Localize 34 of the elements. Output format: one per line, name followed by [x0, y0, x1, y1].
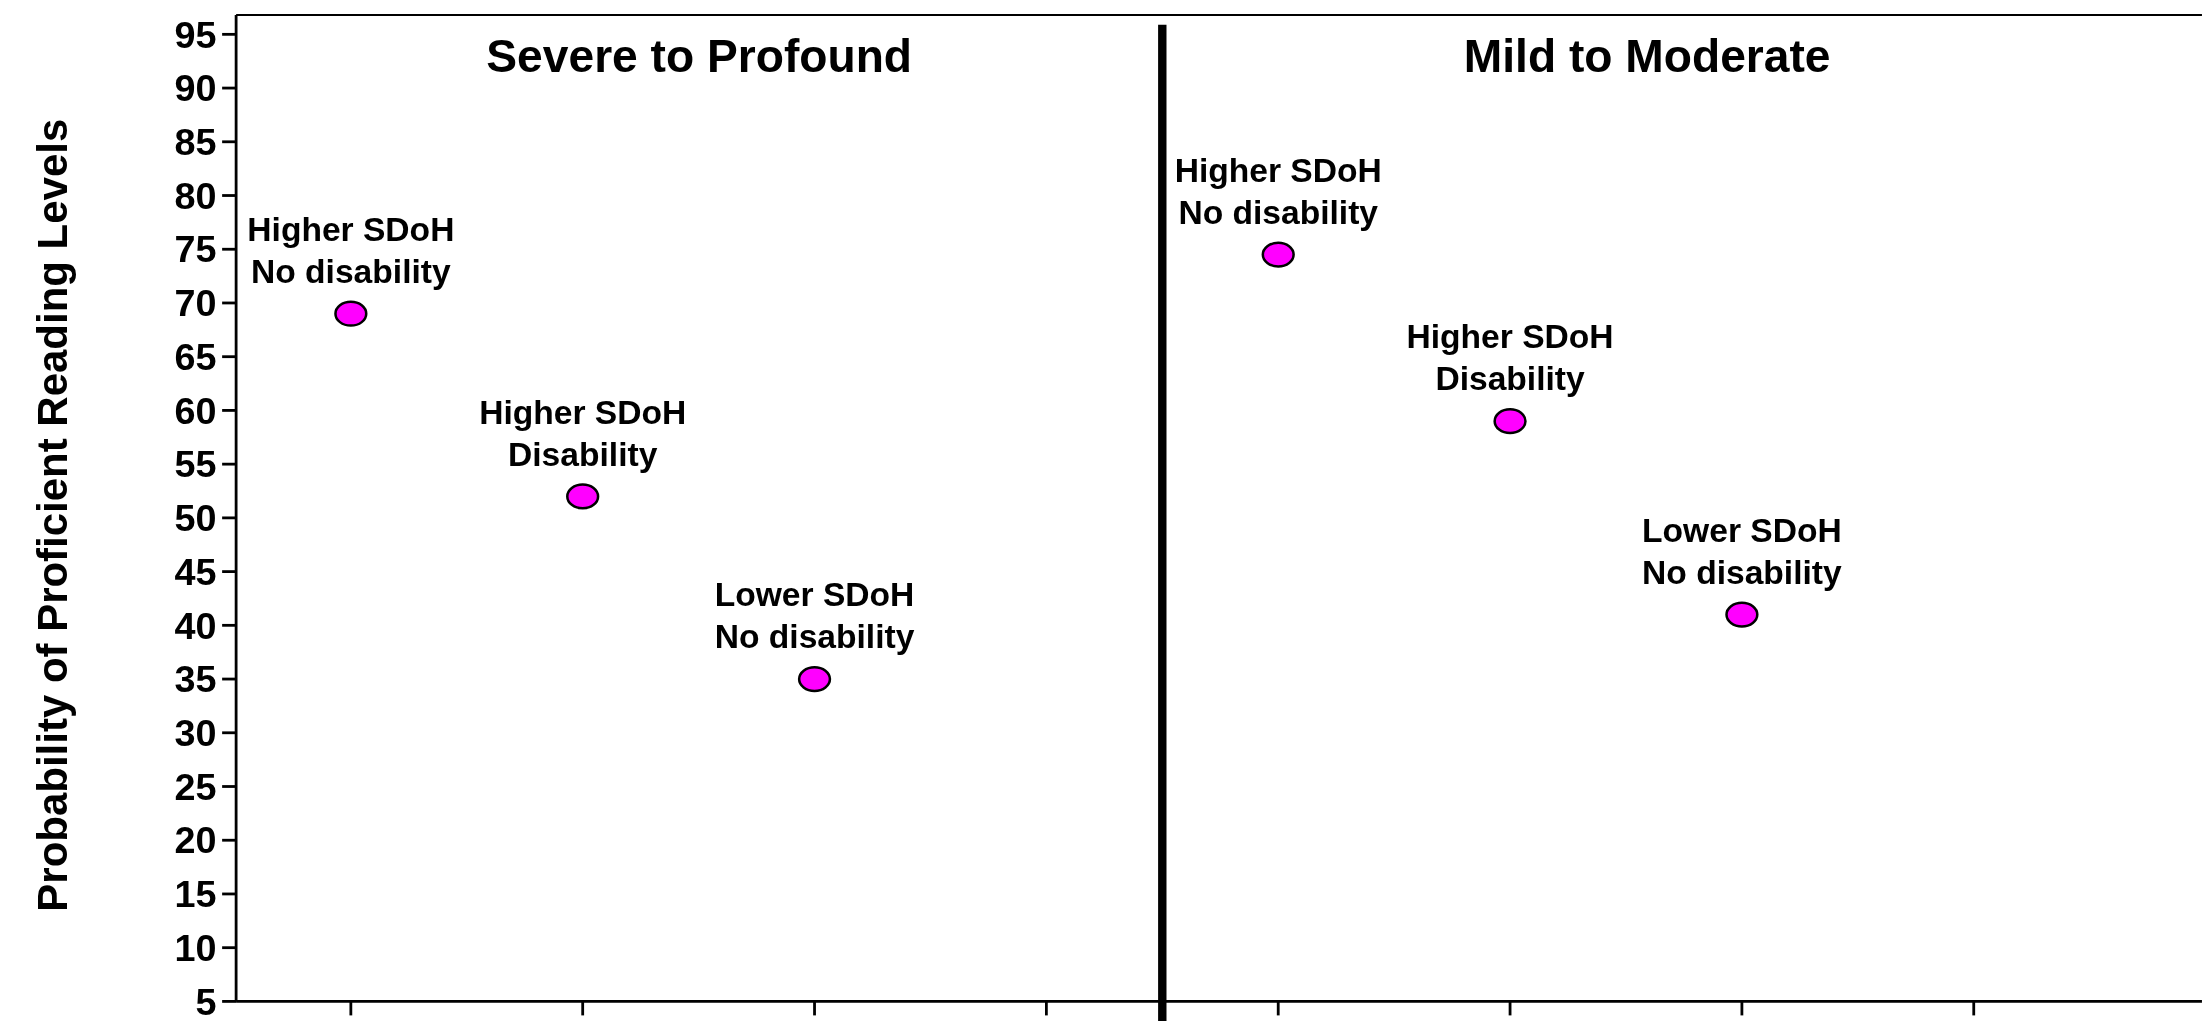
- y-tick-label: 40: [174, 604, 217, 647]
- y-tick-label: 20: [174, 819, 217, 862]
- annotation: Severe to Profound: [486, 30, 913, 83]
- y-tick-label: 95: [174, 13, 217, 56]
- point: [1725, 601, 1759, 628]
- y-tick-label: 85: [174, 121, 217, 164]
- point: [566, 483, 600, 510]
- point: [1261, 241, 1295, 268]
- point: [334, 300, 368, 327]
- y-tick-label: 25: [174, 765, 217, 808]
- y-tick-label: 10: [174, 926, 217, 969]
- y-tick-label: 90: [174, 67, 217, 110]
- y-tick-label: 70: [174, 282, 217, 325]
- data-label: Higher SDoH Disability: [1406, 318, 1614, 398]
- y-tick-label: 30: [174, 712, 217, 754]
- y-tick-label: 65: [174, 335, 217, 378]
- data-label: Higher SDoH Disability: [479, 393, 687, 473]
- y-axis-title: Probability of Proficient Reading Levels: [28, 118, 76, 912]
- y-tick-label: 80: [174, 174, 217, 217]
- data-label: Higher SDoH No disability: [247, 210, 455, 290]
- point: [1493, 408, 1527, 435]
- y-tick-label: 15: [174, 873, 217, 916]
- y-tick-label: 5: [195, 980, 217, 1021]
- y-tick-label: 55: [174, 443, 217, 486]
- y-tick-label: 45: [174, 550, 217, 593]
- y-tick-label: 60: [174, 389, 217, 432]
- data-label: Higher SDoH No disability: [1174, 151, 1382, 231]
- point: [797, 665, 832, 693]
- y-tick-label: 75: [174, 228, 217, 271]
- y-tick-label: 35: [174, 658, 217, 701]
- annotation: Mild to Moderate: [1463, 30, 1831, 83]
- data-label: Lower SDoH No disability: [714, 576, 915, 656]
- data-label: Lower SDoH No disability: [1642, 511, 1843, 591]
- y-tick-label: 50: [174, 497, 217, 540]
